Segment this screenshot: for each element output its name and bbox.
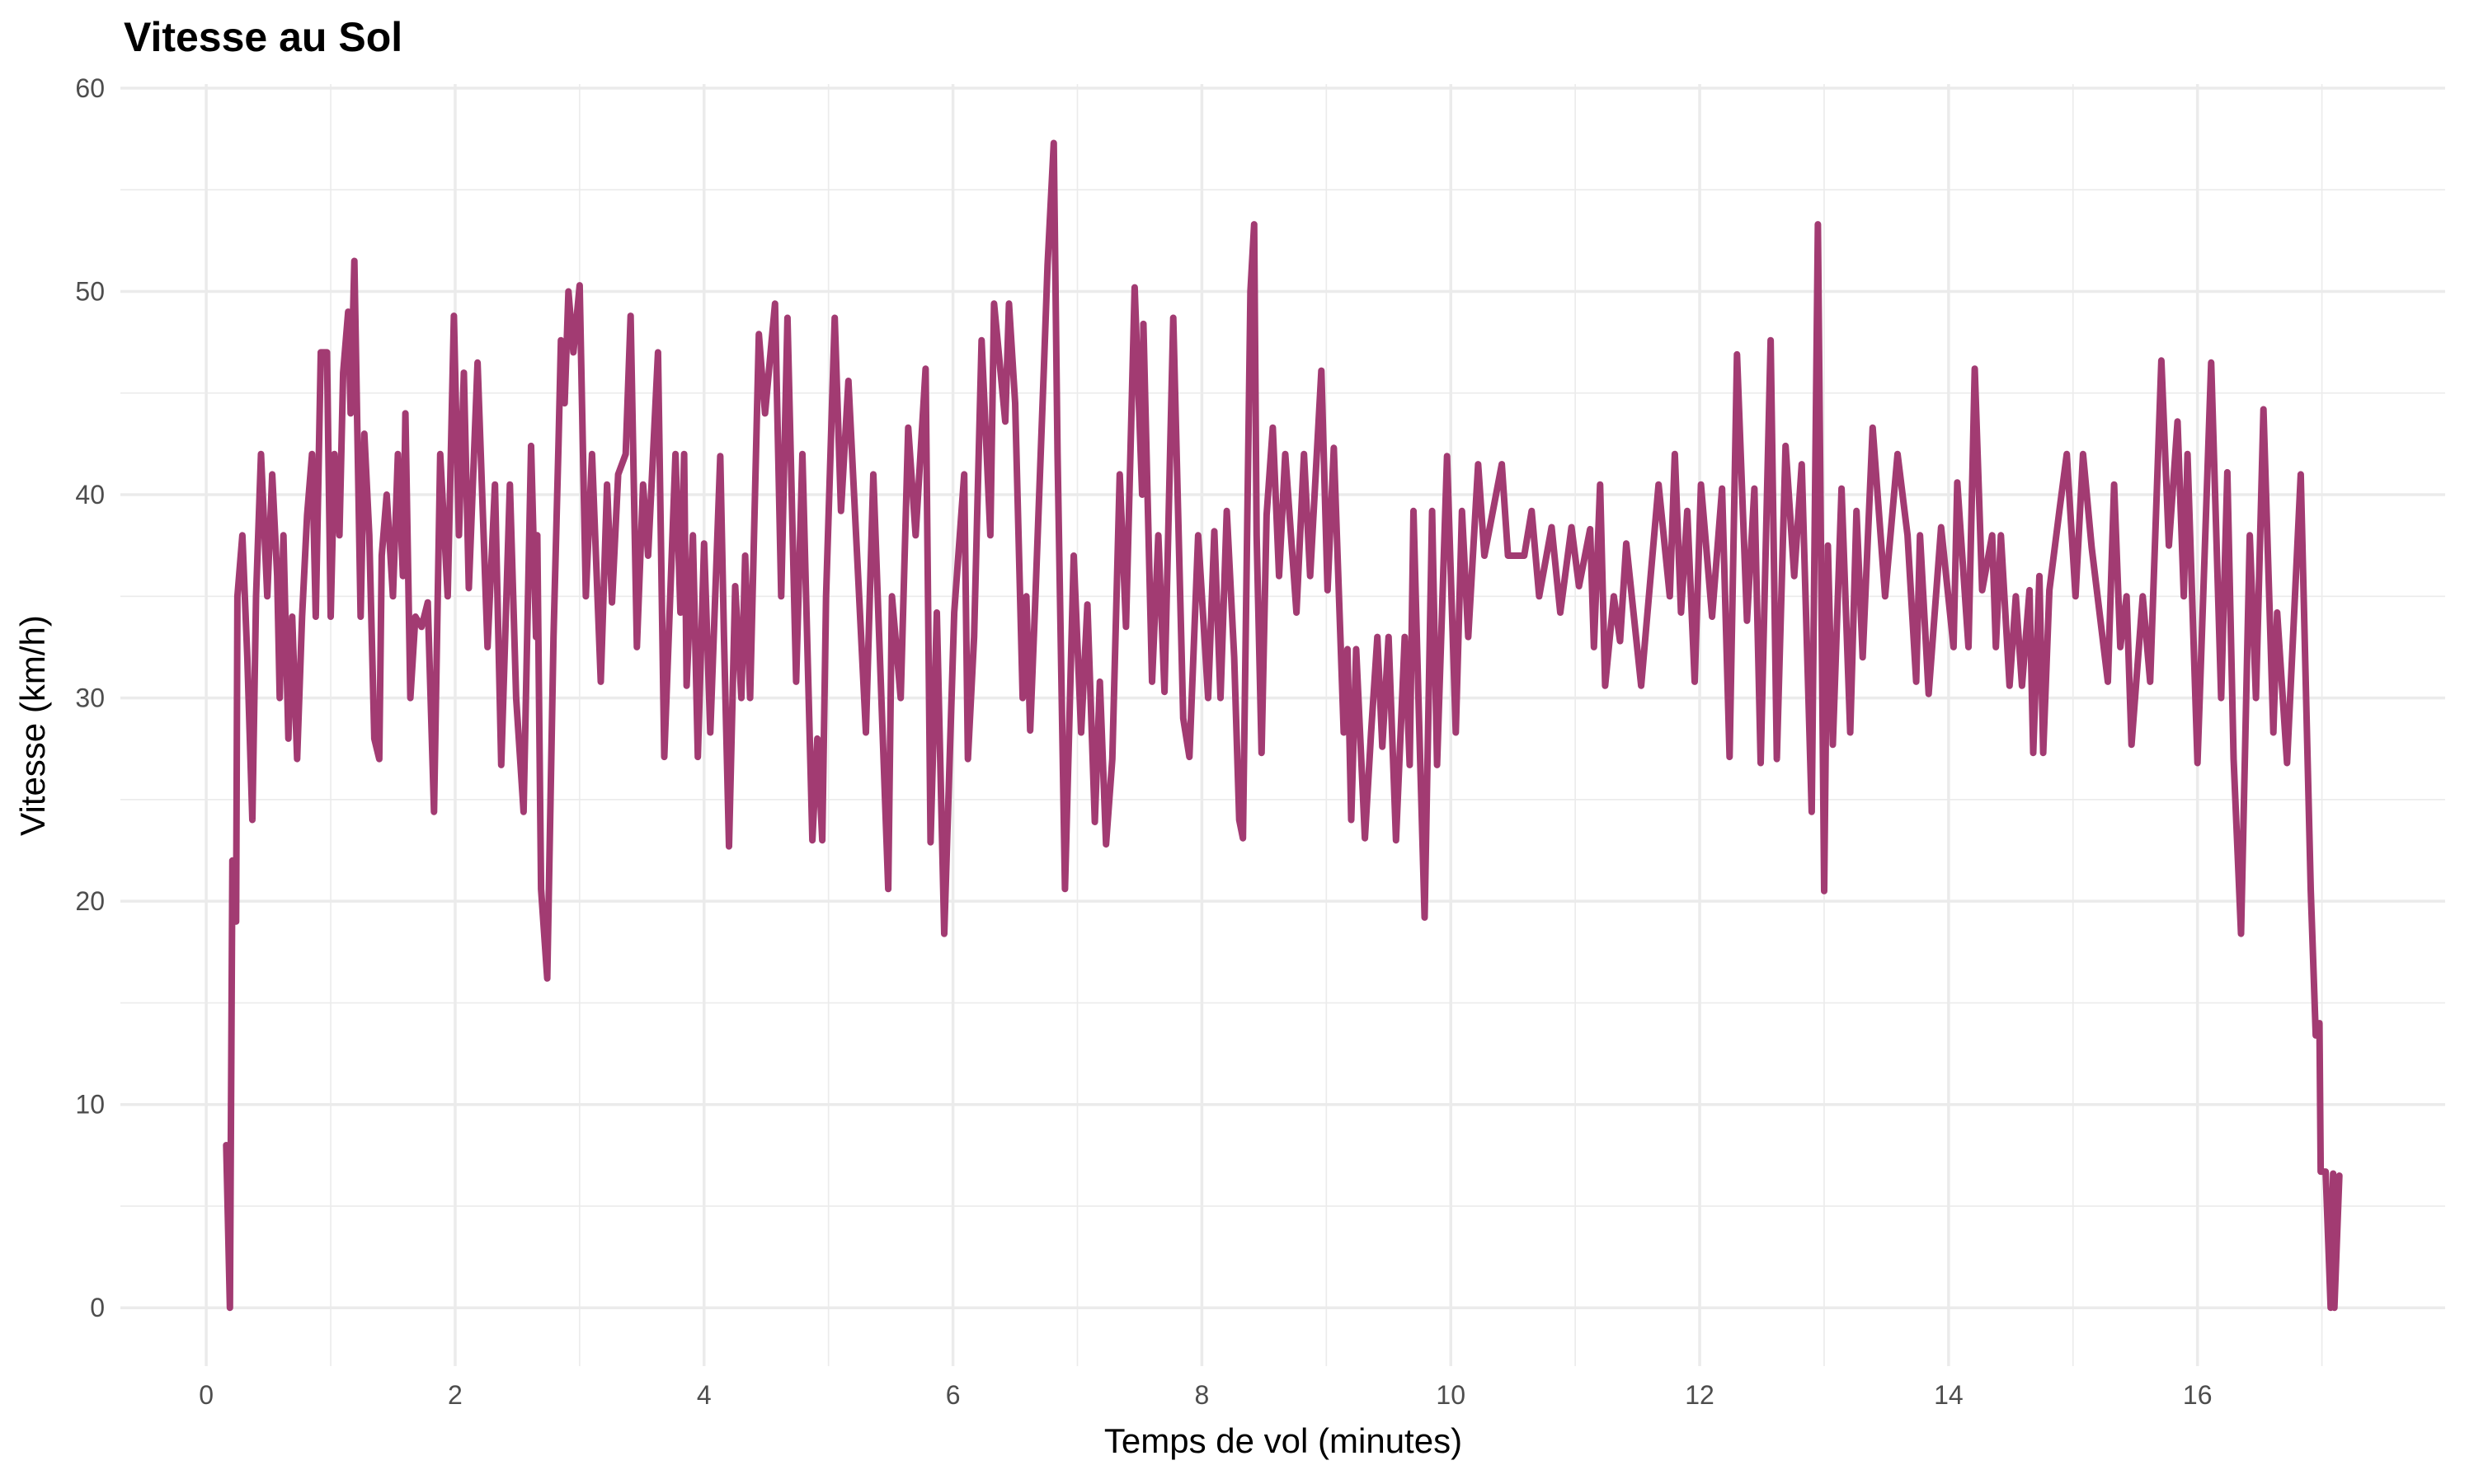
y-tick-label: 50: [75, 276, 105, 306]
speed-series-line: [223, 139, 2343, 1312]
x-tick-label: 2: [448, 1380, 463, 1410]
x-tick-label: 8: [1195, 1380, 1210, 1410]
tick-labels: 0 2 4 6 8 10 12 14 16 0 10 20 30 40 50 60: [75, 73, 2212, 1410]
x-tick-label: 12: [1685, 1380, 1714, 1410]
chart-title: Vitesse au Sol: [124, 14, 402, 60]
y-axis-title: Vitesse (km/h): [13, 615, 52, 836]
y-tick-label: 20: [75, 886, 105, 916]
series-layer: [223, 139, 2343, 1312]
y-tick-label: 10: [75, 1090, 105, 1120]
y-tick-label: 30: [75, 683, 105, 713]
x-tick-label: 4: [697, 1380, 712, 1410]
y-tick-label: 40: [75, 480, 105, 510]
x-tick-label: 10: [1436, 1380, 1465, 1410]
x-tick-label: 14: [1934, 1380, 1964, 1410]
x-tick-label: 0: [199, 1380, 214, 1410]
x-tick-label: 16: [2183, 1380, 2213, 1410]
y-tick-label: 0: [90, 1293, 105, 1322]
y-tick-label: 60: [75, 73, 105, 103]
gridlines: [120, 84, 2445, 1366]
x-tick-label: 6: [946, 1380, 961, 1410]
x-axis-title: Temps de vol (minutes): [1104, 1421, 1462, 1460]
